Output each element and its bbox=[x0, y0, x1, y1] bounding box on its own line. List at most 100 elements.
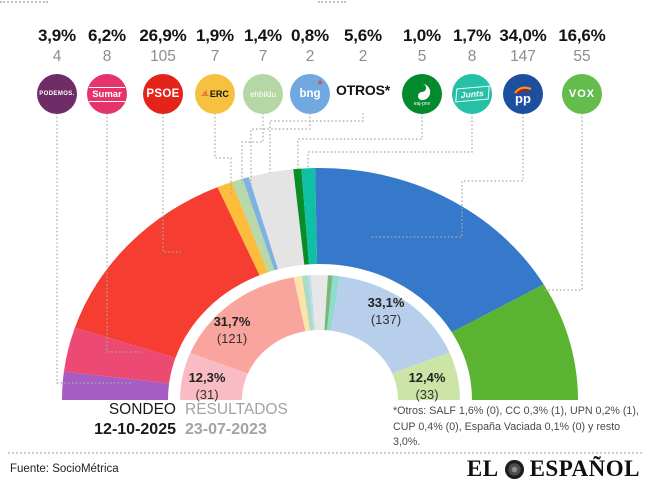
legend-sondeo: SONDEO 12-10-2025 bbox=[58, 401, 176, 439]
top-dotted-mark bbox=[318, 1, 346, 3]
seat-count: 5 bbox=[417, 48, 427, 65]
footnote-line-2: CUP 0,4% (0), España Vaciada 0,1% (0) y … bbox=[393, 420, 621, 449]
chart-segment-pp bbox=[315, 167, 544, 333]
psoe-logo-text: PSOE bbox=[146, 88, 180, 100]
ehbildu-logo-text: ehbildu bbox=[250, 89, 276, 99]
chart-segment-sumar bbox=[180, 352, 248, 400]
vote-share: 3,9% bbox=[38, 26, 76, 45]
erc-dots-icon: .ıl. bbox=[201, 90, 209, 98]
pct-value: 31,7% bbox=[213, 314, 251, 330]
chart-segment-bng bbox=[308, 275, 315, 331]
sumar-logo-icon: Sumar bbox=[87, 74, 127, 114]
vote-share: 0,8% bbox=[291, 26, 329, 45]
vote-share: 16,6% bbox=[558, 26, 606, 45]
chart-segment-psoe bbox=[190, 277, 306, 374]
chart-segment-junts bbox=[327, 275, 340, 331]
resultados-label: RESULTADOS bbox=[185, 401, 288, 418]
party-column-psoe: 26,9% 105 PSOE bbox=[125, 26, 201, 114]
party-column-ehbildu: 1,4% 7 ehbildu bbox=[225, 26, 301, 114]
pp-logo-icon: pp bbox=[503, 74, 543, 114]
top-dotted-mark bbox=[0, 1, 48, 3]
vote-share: 6,2% bbox=[88, 26, 126, 45]
party-column-bng: 0,8% 2 ✶ bng bbox=[272, 26, 348, 114]
party-column-junts: 1,7% 8 Junts bbox=[434, 26, 510, 114]
ring-label-pp-2023: 33,1% (137) bbox=[368, 295, 405, 329]
chart-segment-erc bbox=[293, 276, 310, 332]
podemos-logo-text: PODEMOS. bbox=[39, 91, 75, 97]
bng-star-icon: ✶ bbox=[317, 80, 323, 87]
footer-divider bbox=[8, 452, 642, 454]
seat-count: 55 bbox=[573, 48, 591, 65]
chart-segment-otros bbox=[248, 169, 305, 270]
leader-line bbox=[269, 113, 364, 173]
vote-share: 1,4% bbox=[244, 26, 282, 45]
leader-line bbox=[542, 113, 583, 291]
party-column-vox: 16,6% 55 VOX bbox=[544, 26, 620, 114]
vote-share: 34,0% bbox=[499, 26, 547, 45]
pnv-swirl-icon bbox=[417, 83, 431, 100]
psoe-logo-icon: PSOE bbox=[143, 74, 183, 114]
pct-value: 12,4% bbox=[408, 370, 446, 386]
podemos-logo-icon: PODEMOS. bbox=[37, 74, 77, 114]
rings-legend: SONDEO 12-10-2025 RESULTADOS 23-07-2023 bbox=[58, 401, 288, 439]
sondeo-date: 12-10-2025 bbox=[94, 421, 176, 438]
seat-count: 7 bbox=[210, 48, 220, 65]
seat-count: 105 bbox=[150, 48, 176, 65]
chart-segment-psoe bbox=[74, 187, 260, 358]
seat-count: 147 bbox=[510, 48, 536, 65]
chart-segment-vox bbox=[451, 284, 578, 400]
pct-value: 12,3% bbox=[188, 370, 226, 386]
chart-segment-junts bbox=[301, 168, 318, 265]
chart-segment-vox bbox=[392, 352, 460, 400]
otros-footnote: *Otros: SALF 1,6% (0), CC 0,3% (1), UPN … bbox=[393, 404, 650, 451]
seat-count: 7 bbox=[258, 48, 268, 65]
chart-segment-podemos bbox=[61, 371, 170, 400]
leader-line bbox=[214, 113, 232, 196]
brand-el: EL bbox=[466, 456, 499, 481]
ring-label-sumar-2023: 12,3% (31) bbox=[189, 370, 226, 404]
erc-logo-text: ERC bbox=[209, 89, 229, 99]
erc-logo-icon: .ıl. ERC bbox=[195, 74, 235, 114]
chart-segment-otros bbox=[310, 275, 328, 331]
bng-logo-text: bng bbox=[299, 88, 321, 100]
leader-line bbox=[297, 113, 423, 171]
pct-value: 33,1% bbox=[367, 295, 405, 311]
seats-value: (121) bbox=[216, 331, 248, 346]
vote-share: 5,6% bbox=[344, 26, 382, 45]
leader-line bbox=[241, 113, 264, 184]
party-column-erc: 1,9% 7 .ıl. ERC bbox=[177, 26, 253, 114]
vote-share: 1,0% bbox=[403, 26, 441, 45]
resultados-date: 23-07-2023 bbox=[185, 421, 267, 438]
party-column-sumar: 6,2% 8 Sumar bbox=[69, 26, 145, 114]
leader-line bbox=[307, 113, 473, 168]
seat-count: 2 bbox=[305, 48, 315, 65]
seat-count: 8 bbox=[102, 48, 112, 65]
junts-logo-text: Junts bbox=[454, 85, 490, 103]
chart-segment-eh-bildu bbox=[302, 275, 314, 331]
bng-logo-icon: ✶ bng bbox=[290, 74, 330, 114]
chart-segment-eaj-pnv bbox=[293, 168, 309, 265]
brand-espanol: ESPAÑOL bbox=[529, 456, 640, 481]
eaj-pnv-logo-icon: eaj-pnv bbox=[402, 74, 442, 114]
party-column-pp: 34,0% 147 pp bbox=[485, 26, 561, 114]
chart-segment-pp bbox=[331, 276, 450, 374]
seats-value: (137) bbox=[370, 312, 402, 327]
vote-share: 26,9% bbox=[139, 26, 187, 45]
party-column-podemos: 3,9% 4 PODEMOS. bbox=[19, 26, 95, 114]
seat-count: 2 bbox=[358, 48, 368, 65]
party-column-eaj-pnv: 1,0% 5 eaj-pnv bbox=[384, 26, 460, 114]
ring-label-vox-2023: 12,4% (33) bbox=[409, 370, 446, 404]
chart-segment-sumar bbox=[63, 327, 176, 384]
seat-count: 4 bbox=[52, 48, 62, 65]
vox-logo-icon: VOX bbox=[562, 74, 602, 114]
ring-label-psoe-2023: 31,7% (121) bbox=[214, 314, 251, 348]
legend-resultados: RESULTADOS 23-07-2023 bbox=[185, 401, 288, 439]
seats-value: (33) bbox=[415, 387, 439, 402]
chart-segment-eh-bildu bbox=[231, 178, 275, 273]
vox-logo-text: VOX bbox=[568, 88, 596, 100]
pp-logo-text: pp bbox=[515, 90, 531, 106]
pnv-logo-text: eaj-pnv bbox=[413, 100, 431, 107]
chart-segment-eaj-pnv bbox=[324, 275, 333, 331]
